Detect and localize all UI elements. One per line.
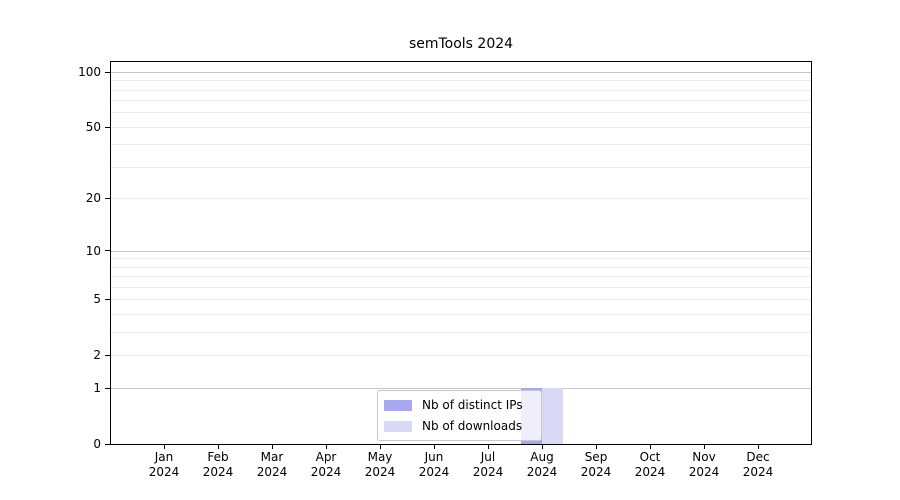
minor-gridline [111,286,811,288]
x-tick-mark [434,445,435,449]
plot-inner: Nb of distinct IPs Nb of downloads [111,62,811,444]
chart-title: semTools 2024 [408,36,514,52]
x-tick-mark [272,445,273,449]
minor-gridline [111,144,811,146]
x-tick-mark [704,445,705,449]
minor-gridline [111,126,811,128]
x-tick-mark [164,445,165,449]
x-tick-label: Oct 2024 [634,450,666,479]
x-tick-label: Mar 2024 [256,450,288,479]
minor-gridline [111,276,811,278]
major-gridline [111,250,811,252]
legend-label-downloads: Nb of downloads [422,419,523,433]
minor-gridline [111,166,811,168]
y-tick-label: 0 [93,436,101,451]
x-tick-label: Sep 2024 [580,450,612,479]
y-tick-label: 2 [93,348,101,363]
y-tick-label: 20 [85,191,101,206]
x-tick-label: Feb 2024 [202,450,234,479]
major-gridline [111,387,811,389]
major-gridline [111,71,811,73]
legend-swatch-distinct-ips [384,399,412,411]
minor-gridline [111,89,811,91]
x-tick-label: Nov 2024 [688,450,720,479]
x-tick-label: May 2024 [364,450,396,479]
x-tick-label: Jan 2024 [148,450,180,479]
x-tick-mark [326,445,327,449]
legend-item-downloads: Nb of downloads [384,417,534,435]
y-tick-label: 10 [85,243,101,258]
x-tick-mark [650,445,651,449]
y-tick-label: 100 [78,64,101,79]
minor-gridline [111,100,811,102]
minor-gridline [111,355,811,357]
x-tick-label: Jul 2024 [472,450,504,479]
x-tick-mark [488,445,489,449]
minor-gridline [111,266,811,268]
y-tick-label: 5 [93,292,101,307]
x-tick-mark [380,445,381,449]
minor-gridline [111,314,811,315]
x-tick-mark [758,445,759,449]
minor-gridline [111,332,811,333]
legend-label-distinct-ips: Nb of distinct IPs [422,398,523,412]
x-tick-label: Jun 2024 [418,450,450,479]
x-tick-label: Apr 2024 [310,450,342,479]
minor-gridline [111,198,811,200]
bar-downloads [542,387,563,444]
y-tick-label: 50 [85,119,101,134]
minor-gridline [111,258,811,260]
x-tick-mark [596,445,597,449]
plot-area: Nb of distinct IPs Nb of downloads [110,61,812,445]
legend: Nb of distinct IPs Nb of downloads [377,390,542,441]
minor-gridline [111,112,811,114]
minor-gridline [111,299,811,301]
x-tick-label: Aug 2024 [526,450,558,479]
x-tick-mark [218,445,219,449]
legend-swatch-downloads [384,420,412,432]
minor-gridline [111,80,811,82]
legend-item-distinct-ips: Nb of distinct IPs [384,396,534,414]
x-tick-label: Dec 2024 [742,450,774,479]
y-tick-label: 1 [93,380,101,395]
x-tick-mark [542,445,543,449]
